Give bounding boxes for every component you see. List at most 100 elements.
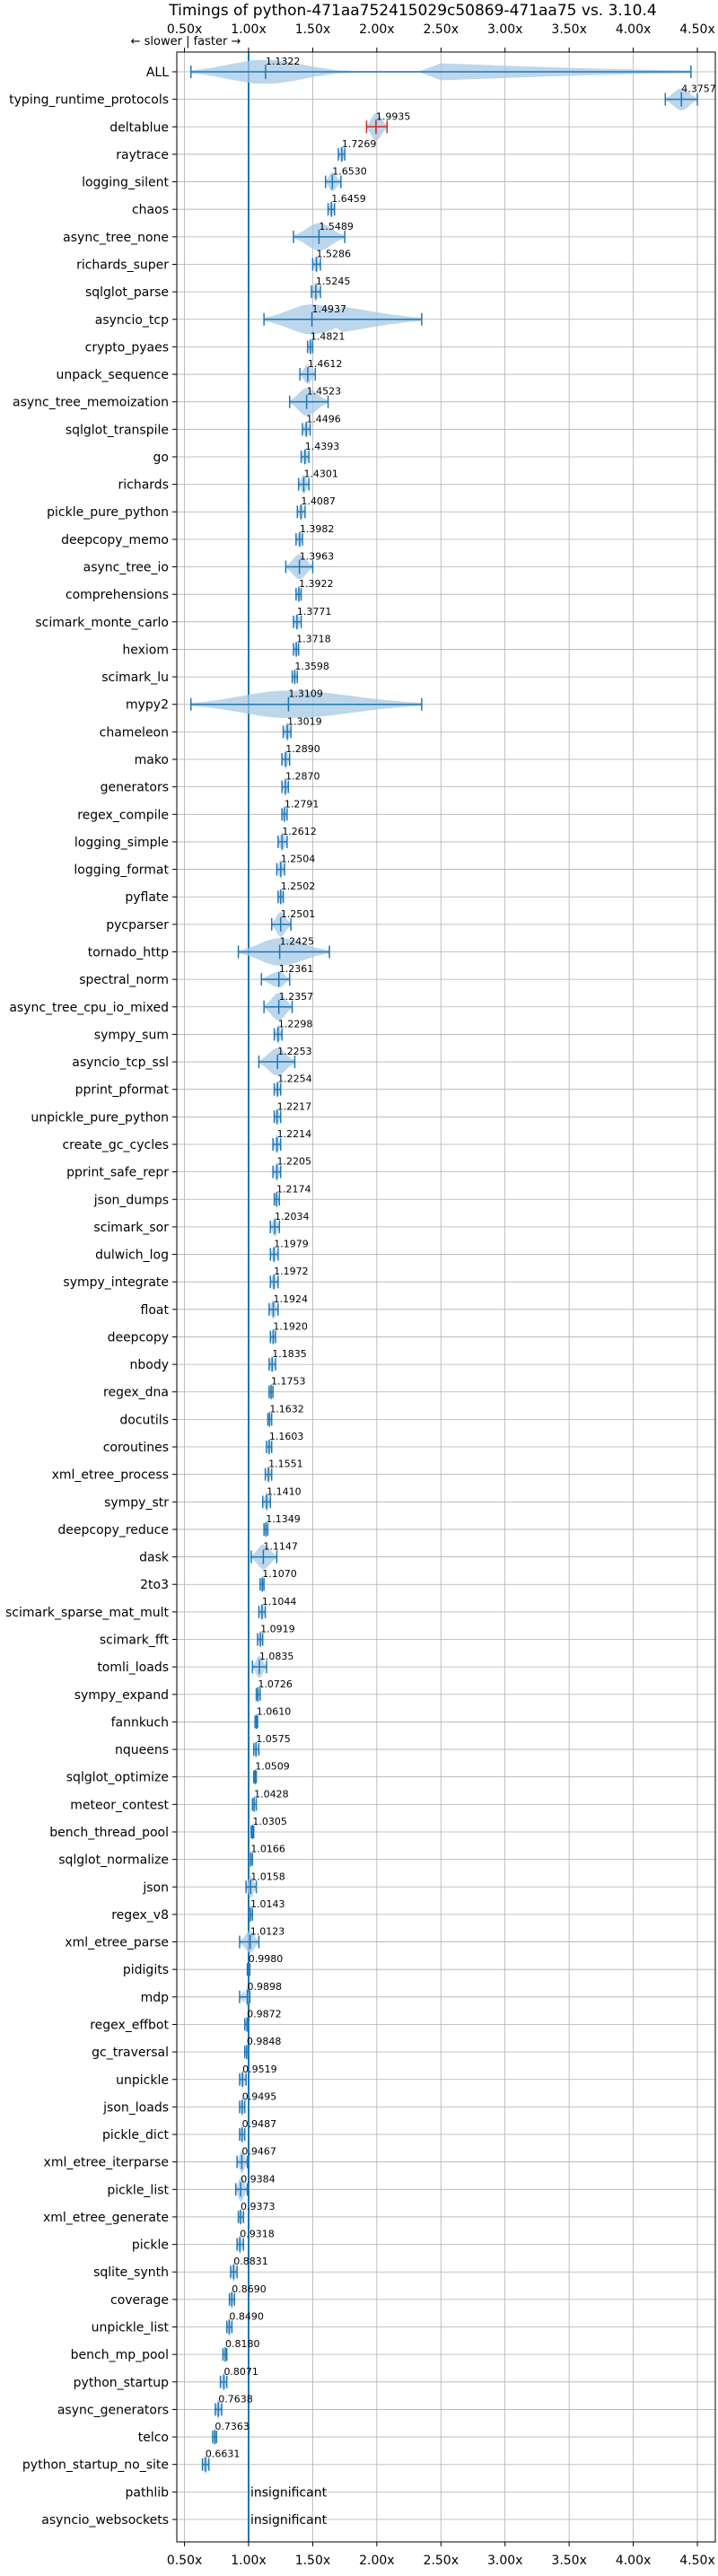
benchmark-label: spectral_norm <box>79 973 169 987</box>
benchmark-label: logging_silent <box>82 176 169 190</box>
value-label: 1.2504 <box>281 854 316 865</box>
value-label: 1.1924 <box>273 1293 308 1305</box>
value-label: 0.9373 <box>241 2201 276 2212</box>
benchmark-label: 2to3 <box>140 1578 169 1592</box>
benchmark-label: scimark_sor <box>93 1221 169 1235</box>
value-label: 1.2357 <box>279 991 314 1003</box>
value-label: 1.0726 <box>258 1678 293 1690</box>
value-label: 0.8071 <box>223 2366 258 2378</box>
value-label: 1.4523 <box>307 386 342 398</box>
plot-area: 1.1322 4.3757 1.9935 1.7269 1.6530 1.6459 1.54… <box>189 52 716 2542</box>
chart-title: Timings of python-471aa752415029c50869-4… <box>168 2 656 20</box>
benchmark-label: sqlglot_transpile <box>66 423 169 437</box>
value-label: 1.3982 <box>300 523 335 535</box>
benchmark-label: pidigits <box>123 1963 169 1977</box>
benchmark-label: pycparser <box>106 918 169 933</box>
benchmark-label: json_loads <box>102 2100 169 2115</box>
value-label: 1.6530 <box>332 166 367 178</box>
value-label: 1.3598 <box>294 661 329 672</box>
value-label: 0.8831 <box>233 2256 268 2267</box>
x-tick-label-top: 3.00x <box>487 22 522 37</box>
value-label: 0.9318 <box>240 2229 275 2240</box>
benchmark-label: coroutines <box>103 1441 169 1455</box>
direction-label: ← slower | faster → <box>131 35 241 48</box>
value-label: 1.2361 <box>279 963 314 975</box>
x-tick-label-bottom: 2.50x <box>424 2554 459 2568</box>
value-label: 1.2205 <box>277 1156 312 1168</box>
benchmark-label: regex_v8 <box>111 1908 169 1923</box>
benchmark-label: python_startup <box>74 2376 169 2390</box>
value-label: 1.1070 <box>262 1568 297 1580</box>
value-label: 1.0919 <box>260 1624 295 1635</box>
benchmark-label: asyncio_tcp_ssl <box>72 1056 169 1070</box>
benchmark-label: generators <box>101 781 169 795</box>
value-label: 1.2298 <box>278 1018 313 1030</box>
value-label: 0.8690 <box>232 2283 267 2295</box>
x-tick-label-top: 1.00x <box>231 22 266 37</box>
benchmark-label: mdp <box>141 1991 170 2005</box>
benchmark-label: ALL <box>146 66 169 80</box>
benchmark-label: deepcopy <box>108 1330 169 1345</box>
benchmark-label: create_gc_cycles <box>62 1138 169 1152</box>
value-label: 1.3109 <box>288 688 323 700</box>
benchmark-label: scimark_lu <box>101 670 169 685</box>
x-tick-label-bottom: 3.50x <box>551 2554 586 2568</box>
benchmark-label: deltablue <box>109 120 169 135</box>
value-label: 1.1349 <box>266 1513 301 1525</box>
value-label: 1.3771 <box>297 606 332 618</box>
x-tick-label-top: 2.50x <box>424 22 459 37</box>
benchmark-label: mypy2 <box>126 698 169 713</box>
x-tick-label-top: 2.00x <box>359 22 394 37</box>
benchmark-label: scimark_sparse_mat_mult <box>5 1606 169 1620</box>
benchmark-label: unpickle_pure_python <box>31 1110 169 1125</box>
value-label: 1.2870 <box>285 771 320 783</box>
value-label: 1.4393 <box>305 441 340 452</box>
value-label: 1.5245 <box>316 276 351 287</box>
x-tick-label-top: 4.00x <box>616 22 651 37</box>
benchmark-label: bench_thread_pool <box>49 1826 169 1840</box>
x-tick-label-bottom: 1.00x <box>231 2554 266 2568</box>
benchmark-label: nqueens <box>115 1743 169 1757</box>
axes: 0.50x 0.50x 1.00x 1.00x 1.50x 1.50x 2.00x 2.00x… <box>5 22 716 2568</box>
value-label: 1.4821 <box>311 330 346 342</box>
value-label: 1.4301 <box>303 469 338 480</box>
benchmark-label: chameleon <box>100 725 169 740</box>
value-label: 1.0143 <box>250 1898 285 1910</box>
benchmark-label: unpickle <box>116 2073 169 2088</box>
benchmark-label: unpack_sequence <box>57 368 169 382</box>
benchmark-label: deepcopy_memo <box>61 533 169 548</box>
benchmark-label: telco <box>138 2431 169 2445</box>
x-tick-label-bottom: 2.00x <box>359 2554 394 2568</box>
benchmark-label: pyflate <box>125 890 169 905</box>
benchmark-label: sqlglot_normalize <box>58 1853 169 1868</box>
value-label: 1.2034 <box>275 1211 310 1222</box>
value-label: 1.4612 <box>308 358 343 370</box>
benchmark-label: xml_etree_generate <box>43 2211 169 2225</box>
value-label: 1.0305 <box>252 1816 287 1827</box>
value-label: 0.8180 <box>225 2338 260 2350</box>
value-label: 0.9980 <box>249 1953 284 1965</box>
value-label: 1.2217 <box>277 1100 312 1112</box>
benchmark-label: dulwich_log <box>95 1249 169 1263</box>
benchmark-label: asyncio_websockets <box>41 2513 169 2528</box>
x-tick-label-bottom: 3.00x <box>487 2554 522 2568</box>
benchmark-label: async_tree_io <box>83 561 169 575</box>
value-label: 0.8490 <box>229 2311 264 2323</box>
x-tick-label-top: 0.50x <box>167 22 202 37</box>
value-label: 1.1410 <box>267 1485 302 1497</box>
value-label: 1.1603 <box>269 1431 304 1442</box>
benchmark-label: richards_super <box>76 258 169 272</box>
x-tick-label-top: 1.50x <box>295 22 330 37</box>
value-label: 0.7363 <box>215 2421 249 2432</box>
value-label: 4.3757 <box>681 83 716 95</box>
benchmark-label: tomli_loads <box>97 1660 169 1675</box>
value-label: 1.0158 <box>250 1871 285 1882</box>
value-label: 1.1147 <box>263 1541 298 1553</box>
value-label: 0.6631 <box>206 2449 241 2460</box>
value-label: 1.1753 <box>271 1376 306 1388</box>
value-label: 1.2501 <box>281 908 316 920</box>
benchmark-label: xml_etree_iterparse <box>44 2156 169 2170</box>
benchmark-label: python_startup_no_site <box>22 2458 169 2473</box>
benchmark-label: sqlglot_parse <box>85 285 169 300</box>
